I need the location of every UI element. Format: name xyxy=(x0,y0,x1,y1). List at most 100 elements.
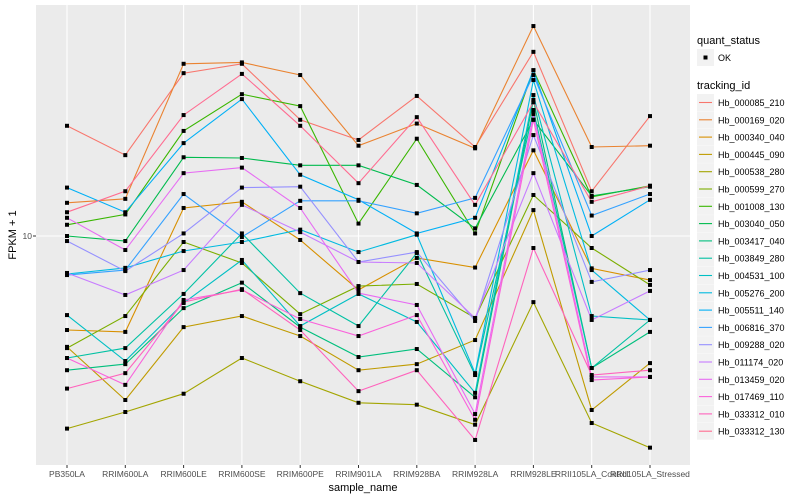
data-point-Hb_000340_040-RRIM600SE xyxy=(239,199,244,204)
data-point-Hb_000599_270-RRIM928BA xyxy=(414,281,419,286)
data-point-Hb_003040_050-RRIM600LE xyxy=(181,155,186,160)
data-point-Hb_005511_140-RRIM600PE xyxy=(298,172,303,177)
data-point-Hb_000085_210-RRIM928LE xyxy=(531,49,536,54)
data-point-Hb_000169_020-RRII105LA_Control xyxy=(589,145,594,150)
data-point-Hb_003040_050-RRIM600LA xyxy=(123,239,128,244)
x-tick-label: RRIM928LA xyxy=(452,469,499,479)
data-point-Hb_003849_280-RRIM600LA xyxy=(123,346,128,351)
data-point-Hb_033312_010-RRIM928LE xyxy=(531,246,536,251)
data-point-Hb_001008_130-RRIM600SE xyxy=(239,92,244,97)
legend-label: Hb_003417_040 xyxy=(718,236,785,246)
data-point-Hb_005276_200-RRII105LA_Control xyxy=(589,268,594,273)
legend-label: Hb_000445_090 xyxy=(718,150,785,160)
data-point-Hb_003417_040-RRIM600LE xyxy=(181,306,186,311)
data-point-Hb_000169_020-RRIM600SE xyxy=(239,60,244,65)
legend-label: Hb_000169_020 xyxy=(718,115,785,125)
legend-label: Hb_011174_020 xyxy=(718,358,783,368)
data-point-Hb_009288_020-RRII105LA_Control xyxy=(589,279,594,284)
data-point-Hb_011174_020-RRIM928LA xyxy=(473,315,478,320)
data-point-Hb_000538_280-RRIM600PE xyxy=(298,379,303,384)
data-point-Hb_000538_280-RRIM901LA xyxy=(356,400,361,405)
data-point-Hb_017469_110-RRII105LA_Stressed xyxy=(648,374,652,379)
data-point-Hb_005276_200-RRIM600SE xyxy=(239,239,244,244)
data-point-Hb_011174_020-RRIM600SE xyxy=(239,202,244,207)
data-point-Hb_013459_020-RRIM928LA xyxy=(473,412,478,417)
data-point-Hb_011174_020-RRIM928BA xyxy=(414,260,419,265)
data-point-Hb_001008_130-RRIM600LE xyxy=(181,128,186,133)
legend-label: Hb_000599_270 xyxy=(718,185,785,195)
y-axis-title: FPKM + 1 xyxy=(7,210,19,259)
data-point-Hb_011174_020-RRII105LA_Stressed xyxy=(648,288,652,293)
data-point-Hb_005276_200-RRII105LA_Stressed xyxy=(648,317,652,322)
legend-label: Hb_005511_140 xyxy=(718,306,784,316)
y-tick-label: 10 xyxy=(23,231,33,241)
data-point-Hb_000340_040-PB350LA xyxy=(65,328,69,333)
x-tick-label: PB350LA xyxy=(49,469,85,479)
data-point-Hb_006816_370-RRII105LA_Control xyxy=(589,213,594,218)
data-point-Hb_000599_270-RRIM600SE xyxy=(239,260,244,265)
data-point-Hb_017469_110-RRIM600PE xyxy=(298,316,303,321)
data-point-Hb_017469_110-RRIM928LE xyxy=(531,117,536,122)
data-point-Hb_003417_040-RRIM600SE xyxy=(239,280,244,285)
data-point-Hb_000538_280-PB350LA xyxy=(65,426,69,431)
data-point-Hb_033312_130-RRII105LA_Control xyxy=(589,199,594,204)
data-point-Hb_000538_280-RRIM600LE xyxy=(181,391,186,396)
data-point-Hb_006816_370-RRIM928LE xyxy=(531,73,536,78)
data-point-Hb_000085_210-RRIM600PE xyxy=(298,117,303,122)
data-point-Hb_001008_130-RRIM901LA xyxy=(356,221,361,226)
data-point-Hb_003040_050-RRIM600PE xyxy=(298,163,303,168)
data-point-Hb_005511_140-RRIM600LE xyxy=(181,141,186,146)
legend-label-ok: OK xyxy=(718,53,731,63)
data-point-Hb_003040_050-PB350LA xyxy=(65,234,69,238)
data-point-Hb_009288_020-RRIM600LA xyxy=(123,269,128,274)
data-point-Hb_000599_270-RRIM928LE xyxy=(531,192,536,197)
data-point-Hb_000445_090-RRIM600LA xyxy=(123,398,128,403)
legend-label: Hb_004531_100 xyxy=(718,271,785,281)
data-point-Hb_005511_140-RRII105LA_Stressed xyxy=(648,197,652,202)
data-point-Hb_033312_130-RRIM928BA xyxy=(414,115,419,120)
data-point-Hb_004531_100-PB350LA xyxy=(65,313,69,318)
data-point-Hb_003040_050-RRII105LA_Control xyxy=(589,193,594,198)
data-point-Hb_009288_020-RRIM600LE xyxy=(181,231,186,236)
data-point-Hb_000538_280-RRIM928BA xyxy=(414,402,419,407)
data-point-Hb_003849_280-RRII105LA_Control xyxy=(589,366,594,371)
data-point-Hb_033312_010-RRIM600SE xyxy=(239,287,244,292)
data-point-Hb_000538_280-RRIM600LA xyxy=(123,410,128,415)
data-point-Hb_003040_050-RRIM901LA xyxy=(356,163,361,168)
data-point-Hb_000085_210-PB350LA xyxy=(65,123,69,128)
data-point-Hb_000599_270-RRII105LA_Control xyxy=(589,246,594,251)
x-tick-label: RRIM600LE xyxy=(160,469,207,479)
data-point-Hb_001008_130-RRIM600LA xyxy=(123,212,128,217)
data-point-Hb_033312_010-PB350LA xyxy=(65,386,69,391)
data-point-Hb_000445_090-RRIM600LE xyxy=(181,325,186,330)
data-point-Hb_000169_020-RRIM901LA xyxy=(356,143,361,148)
data-point-Hb_000445_090-RRIM928LA xyxy=(473,338,478,343)
data-point-Hb_006816_370-RRIM901LA xyxy=(356,198,361,203)
data-point-Hb_009288_020-PB350LA xyxy=(65,239,69,244)
data-point-Hb_006816_370-RRIM600SE xyxy=(239,235,244,240)
legend-label: Hb_005276_200 xyxy=(718,288,785,298)
data-point-Hb_005511_140-RRII105LA_Control xyxy=(589,234,594,238)
data-point-Hb_003849_280-RRIM600SE xyxy=(239,231,244,236)
legend-label: Hb_009288_020 xyxy=(718,340,785,350)
legend-label: Hb_013459_020 xyxy=(718,375,785,385)
legend: quant_status OK tracking_id Hb_000085_21… xyxy=(697,35,785,440)
data-point-Hb_013459_020-RRIM600PE xyxy=(298,205,303,210)
data-point-Hb_004531_100-RRII105LA_Control xyxy=(589,314,594,319)
data-point-Hb_003417_040-RRIM901LA xyxy=(356,355,361,360)
data-point-Hb_011174_020-RRIM600PE xyxy=(298,230,303,235)
data-point-Hb_000340_040-RRIM901LA xyxy=(356,287,361,292)
x-tick-label: RRIM600PE xyxy=(277,469,325,479)
data-point-Hb_004531_100-RRIM600SE xyxy=(239,257,244,262)
data-point-Hb_009288_020-RRIM928LA xyxy=(473,318,478,323)
data-point-Hb_017469_110-RRIM600LE xyxy=(181,297,186,302)
data-point-Hb_033312_010-RRIM600LE xyxy=(181,300,186,305)
data-point-Hb_033312_010-RRIM600PE xyxy=(298,328,303,333)
data-point-Hb_000340_040-RRIM928BA xyxy=(414,255,419,260)
data-point-Hb_000599_270-RRIM901LA xyxy=(356,284,361,289)
data-point-Hb_001008_130-RRIM928BA xyxy=(414,136,419,141)
data-point-Hb_000599_270-RRIM600PE xyxy=(298,312,303,317)
data-point-Hb_017469_110-RRII105LA_Control xyxy=(589,378,594,383)
data-point-Hb_004531_100-RRIM600PE xyxy=(298,324,303,329)
data-point-Hb_003417_040-PB350LA xyxy=(65,368,69,373)
